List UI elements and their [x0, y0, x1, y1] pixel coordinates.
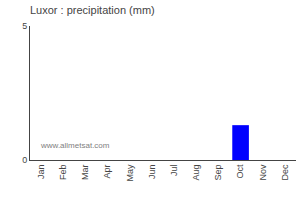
svg-text:Dec: Dec — [280, 164, 290, 181]
svg-text:Nov: Nov — [258, 164, 268, 181]
svg-text:5: 5 — [22, 21, 27, 31]
svg-text:Sep: Sep — [213, 165, 223, 181]
svg-text:www.allmetsat.com: www.allmetsat.com — [40, 141, 110, 150]
svg-text:Jul: Jul — [169, 165, 179, 177]
svg-text:Jun: Jun — [147, 165, 157, 180]
svg-text:Jan: Jan — [36, 165, 46, 180]
svg-text:May: May — [125, 164, 135, 182]
svg-text:Apr: Apr — [103, 165, 113, 179]
svg-text:Mar: Mar — [80, 165, 90, 181]
svg-text:Feb: Feb — [58, 165, 68, 181]
svg-text:Luxor : precipitation (mm): Luxor : precipitation (mm) — [30, 4, 155, 16]
svg-text:Oct: Oct — [236, 164, 246, 179]
svg-text:Aug: Aug — [191, 165, 201, 181]
svg-text:0: 0 — [22, 155, 27, 165]
